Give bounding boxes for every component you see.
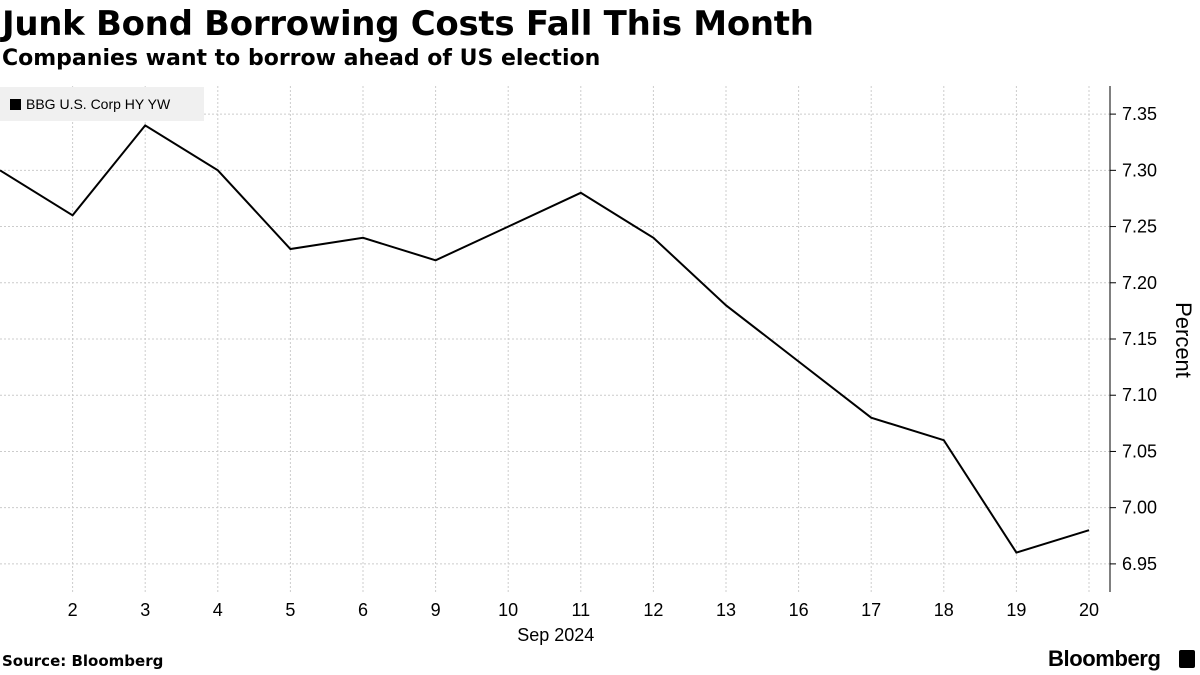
- legend-swatch: [10, 98, 21, 110]
- y-tick-label: 7.30: [1122, 160, 1157, 180]
- x-tick-label: 17: [861, 600, 881, 620]
- y-axis-title: Percent: [1171, 302, 1196, 378]
- grid-layer: [0, 86, 1110, 592]
- y-tick-label: 7.20: [1122, 273, 1157, 293]
- x-tick-label: 3: [140, 600, 150, 620]
- y-tick-label: 6.95: [1122, 554, 1157, 574]
- y-tick-label: 7.25: [1122, 217, 1157, 237]
- x-axis-month-label: Sep 2024: [517, 625, 594, 645]
- y-tick-label: 7.15: [1122, 329, 1157, 349]
- legend: BBG U.S. Corp HY YW: [0, 87, 204, 121]
- x-tick-label: 6: [358, 600, 368, 620]
- chart-subtitle: Companies want to borrow ahead of US ele…: [2, 46, 601, 71]
- x-tick-label: 18: [934, 600, 954, 620]
- x-tick-label: 19: [1006, 600, 1026, 620]
- y-tick-label: 7.05: [1122, 441, 1157, 461]
- label-layer: 7.35 7.30 7.25 7.20 7.15 7.10 7.05 7.00 6.95 2 3 4 5…: [68, 104, 1196, 645]
- source-note: Source: Bloomberg: [2, 652, 164, 670]
- x-tick-label: 12: [643, 600, 663, 620]
- y-tick-label: 7.35: [1122, 104, 1157, 124]
- x-tick-label: 4: [213, 600, 223, 620]
- x-tick-label: 2: [68, 600, 78, 620]
- series-layer: [0, 124, 1090, 554]
- x-tick-label: 5: [285, 600, 295, 620]
- x-tick-label: 10: [498, 600, 518, 620]
- y-tick-label: 7.10: [1122, 385, 1157, 405]
- x-tick-label: 11: [571, 600, 590, 620]
- x-tick-label: 13: [716, 600, 736, 620]
- legend-label: BBG U.S. Corp HY YW: [26, 96, 171, 112]
- bloomberg-chart-icon: [1179, 650, 1195, 668]
- x-tick-label: 9: [431, 600, 441, 620]
- axis-layer: [1109, 86, 1116, 592]
- x-tick-label: 20: [1079, 600, 1099, 620]
- y-tick-label: 7.00: [1122, 498, 1157, 518]
- series-line: [0, 124, 1090, 554]
- bloomberg-logo: Bloomberg: [1048, 646, 1161, 671]
- x-tick-label: 16: [789, 600, 809, 620]
- chart-title: Junk Bond Borrowing Costs Fall This Mont…: [2, 4, 814, 44]
